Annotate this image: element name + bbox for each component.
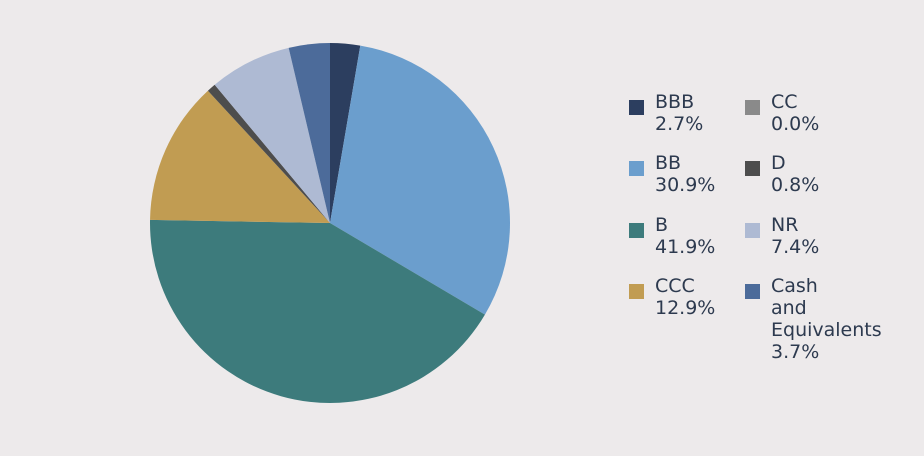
legend-value: 41.9%: [655, 236, 716, 258]
legend-swatch: [745, 223, 760, 238]
legend-label: NR: [771, 214, 799, 236]
legend-text: CCC 12.9%: [655, 275, 725, 319]
pie-slice: [330, 43, 361, 223]
legend-label: Cash and Equivalents: [771, 275, 882, 341]
legend-text: NR 7.4%: [771, 214, 841, 258]
legend-label: BB: [655, 152, 682, 174]
legend-label: CCC: [655, 275, 695, 297]
legend-label: BBB: [655, 91, 695, 113]
legend-swatch: [629, 223, 644, 238]
legend-text: BBB 2.7%: [655, 91, 725, 135]
legend-label: B: [655, 214, 669, 236]
legend-value: 30.9%: [655, 174, 716, 196]
legend-text: B 41.9%: [655, 214, 725, 258]
legend-swatch: [629, 100, 644, 115]
legend-label: CC: [771, 91, 798, 113]
pie-slice: [150, 90, 330, 223]
legend-text: BB 30.9%: [655, 152, 725, 196]
pie-slice: [214, 47, 330, 223]
legend-text: Cash and Equivalents 3.7%: [771, 275, 882, 363]
legend-text: CC 0.0%: [771, 91, 841, 135]
legend-value: 0.0%: [771, 113, 820, 135]
legend-value: 7.4%: [771, 236, 820, 258]
pie-slice: [149, 219, 485, 403]
legend-value: 0.8%: [771, 174, 820, 196]
legend-swatch: [745, 284, 760, 299]
legend-swatch: [745, 161, 760, 176]
legend-text: D 0.8%: [771, 152, 841, 196]
legend-swatch: [629, 161, 644, 176]
legend-value: 2.7%: [655, 113, 704, 135]
pie-slice: [288, 43, 330, 223]
legend-value: 3.7%: [771, 341, 820, 363]
pie-slice: [330, 45, 511, 315]
legend-value: 12.9%: [655, 297, 716, 319]
legend-label: D: [771, 152, 786, 174]
pie-slice: [207, 84, 330, 223]
legend-swatch: [629, 284, 644, 299]
legend-swatch: [745, 100, 760, 115]
